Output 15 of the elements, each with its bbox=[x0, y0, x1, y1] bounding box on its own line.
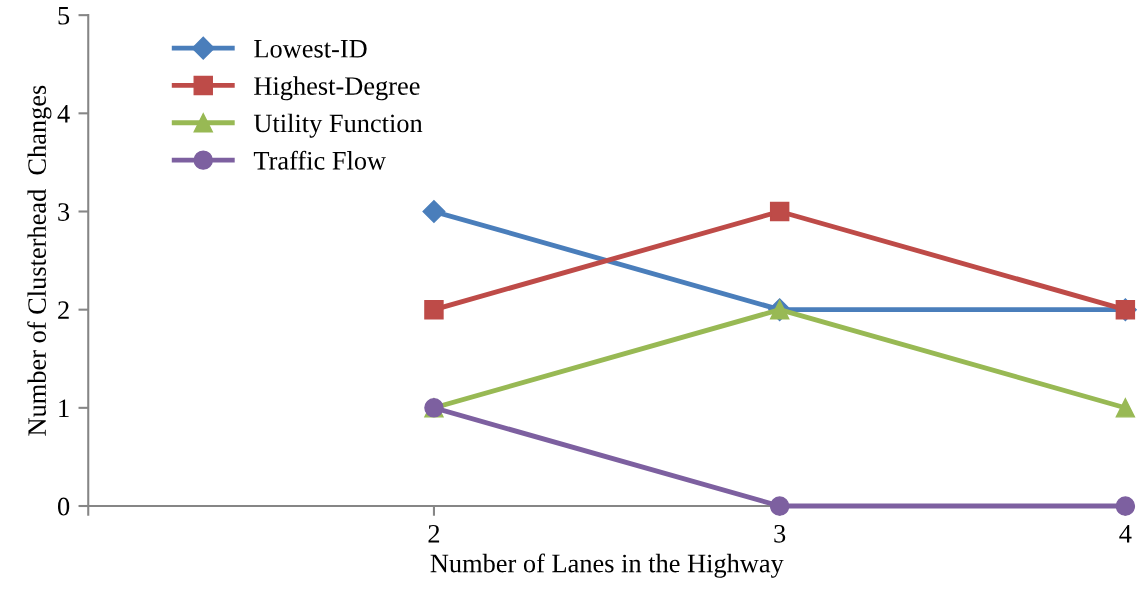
y-tick-label: 4 bbox=[57, 105, 70, 123]
legend-label: Lowest-ID bbox=[254, 40, 367, 58]
x-tick-label: 2 bbox=[428, 524, 440, 543]
x-tick-label: 4 bbox=[1119, 525, 1132, 543]
legend-label: Traffic Flow bbox=[253, 150, 386, 170]
x-tick-label: 3 bbox=[774, 524, 786, 543]
y-tick-label: 3 bbox=[58, 203, 70, 221]
y-tick-label: 2 bbox=[58, 301, 69, 319]
legend-label: Highest-Degree bbox=[254, 76, 420, 101]
x-axis-title: Number of Lanes in the Highway bbox=[430, 553, 784, 578]
y-tick-label: 0 bbox=[58, 497, 70, 516]
y-tick-label: 1 bbox=[59, 399, 69, 417]
y-tick-label: 5 bbox=[58, 7, 70, 25]
legend-label: Utility Function bbox=[253, 113, 423, 138]
y-axis-title: Number of Clusterhead Changes bbox=[27, 85, 52, 436]
